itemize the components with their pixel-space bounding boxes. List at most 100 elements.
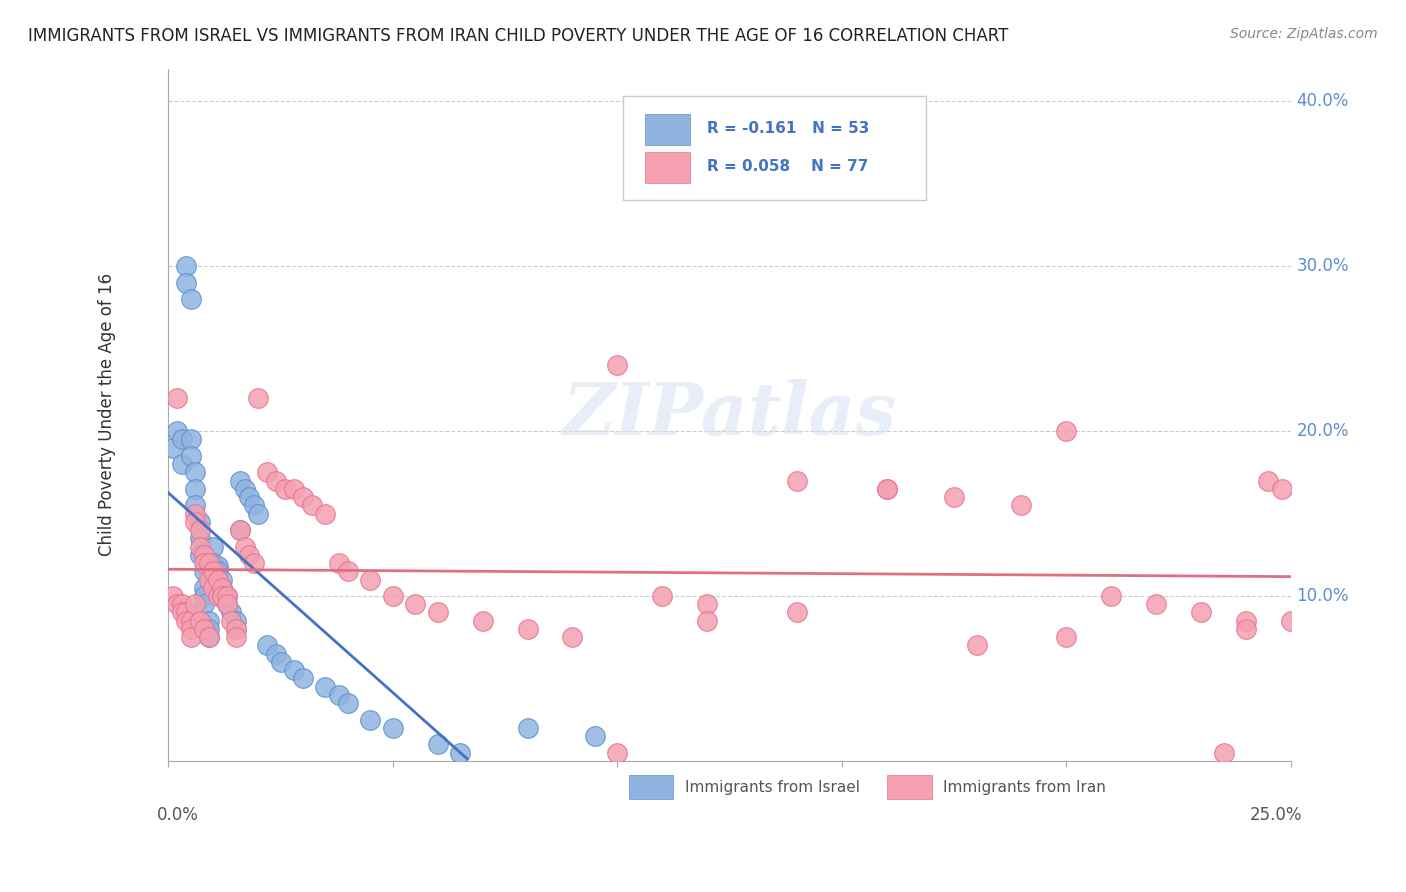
Text: Source: ZipAtlas.com: Source: ZipAtlas.com: [1230, 27, 1378, 41]
Text: 0.0%: 0.0%: [157, 805, 198, 824]
Point: [193, 597, 215, 611]
Point: [219, 614, 242, 628]
Point: [256, 639, 278, 653]
Point: [229, 474, 252, 488]
FancyBboxPatch shape: [628, 774, 673, 799]
Point: [247, 507, 270, 521]
Point: [516, 721, 538, 735]
Point: [225, 614, 247, 628]
FancyBboxPatch shape: [887, 774, 932, 799]
Point: [242, 556, 264, 570]
Text: 10.0%: 10.0%: [1296, 587, 1348, 605]
Point: [174, 276, 197, 290]
Point: [166, 597, 188, 611]
Point: [516, 622, 538, 636]
Point: [184, 466, 207, 480]
Point: [211, 589, 233, 603]
Point: [197, 630, 219, 644]
Point: [786, 474, 808, 488]
Point: [1010, 499, 1032, 513]
Point: [229, 523, 252, 537]
Text: ZIPatlas: ZIPatlas: [562, 379, 897, 450]
Point: [404, 597, 426, 611]
Point: [180, 614, 202, 628]
Point: [202, 556, 225, 570]
Point: [197, 556, 219, 570]
Point: [233, 540, 256, 554]
Point: [207, 589, 229, 603]
Point: [207, 564, 229, 578]
Point: [328, 556, 350, 570]
Point: [943, 490, 966, 504]
Point: [211, 573, 233, 587]
Point: [215, 589, 238, 603]
Point: [193, 581, 215, 595]
Point: [381, 589, 404, 603]
Point: [314, 680, 336, 694]
Point: [264, 647, 287, 661]
Point: [426, 606, 449, 620]
Point: [180, 630, 202, 644]
Point: [1234, 614, 1257, 628]
Text: IMMIGRANTS FROM ISRAEL VS IMMIGRANTS FROM IRAN CHILD POVERTY UNDER THE AGE OF 16: IMMIGRANTS FROM ISRAEL VS IMMIGRANTS FRO…: [28, 27, 1008, 45]
Point: [225, 622, 247, 636]
Point: [1189, 606, 1212, 620]
Point: [696, 614, 718, 628]
Point: [274, 482, 297, 496]
Text: 30.0%: 30.0%: [1296, 257, 1348, 276]
Point: [170, 606, 193, 620]
Point: [561, 630, 583, 644]
Point: [328, 688, 350, 702]
Point: [207, 559, 229, 574]
Point: [174, 606, 197, 620]
Point: [215, 597, 238, 611]
Point: [966, 639, 988, 653]
Point: [184, 597, 207, 611]
FancyBboxPatch shape: [623, 96, 927, 200]
Text: Immigrants from Iran: Immigrants from Iran: [943, 780, 1105, 795]
Point: [1279, 614, 1302, 628]
Point: [180, 622, 202, 636]
Point: [876, 482, 898, 496]
Point: [174, 614, 197, 628]
Point: [381, 721, 404, 735]
Point: [193, 622, 215, 636]
Point: [193, 548, 215, 562]
Point: [1271, 482, 1294, 496]
Point: [188, 540, 211, 554]
Point: [219, 606, 242, 620]
Text: Child Poverty Under the Age of 16: Child Poverty Under the Age of 16: [97, 273, 115, 557]
Point: [211, 581, 233, 595]
Point: [1144, 597, 1167, 611]
Point: [197, 622, 219, 636]
Point: [1234, 622, 1257, 636]
Point: [283, 663, 305, 677]
Point: [207, 573, 229, 587]
Point: [188, 523, 211, 537]
Point: [184, 507, 207, 521]
Point: [359, 573, 381, 587]
Point: [314, 507, 336, 521]
Point: [876, 482, 898, 496]
Point: [449, 746, 471, 760]
Text: Immigrants from Israel: Immigrants from Israel: [685, 780, 859, 795]
Point: [162, 441, 184, 455]
Point: [1257, 474, 1279, 488]
Point: [170, 433, 193, 447]
Point: [202, 564, 225, 578]
Point: [184, 499, 207, 513]
Point: [606, 358, 628, 372]
Point: [696, 597, 718, 611]
Point: [238, 548, 260, 562]
Text: R = 0.058    N = 77: R = 0.058 N = 77: [707, 160, 869, 174]
Point: [188, 515, 211, 529]
Point: [193, 564, 215, 578]
Point: [197, 614, 219, 628]
Text: R = -0.161   N = 53: R = -0.161 N = 53: [707, 121, 869, 136]
Point: [301, 499, 323, 513]
Point: [180, 449, 202, 463]
Point: [180, 293, 202, 307]
Text: 25.0%: 25.0%: [1250, 805, 1302, 824]
Point: [1212, 746, 1234, 760]
Point: [225, 630, 247, 644]
